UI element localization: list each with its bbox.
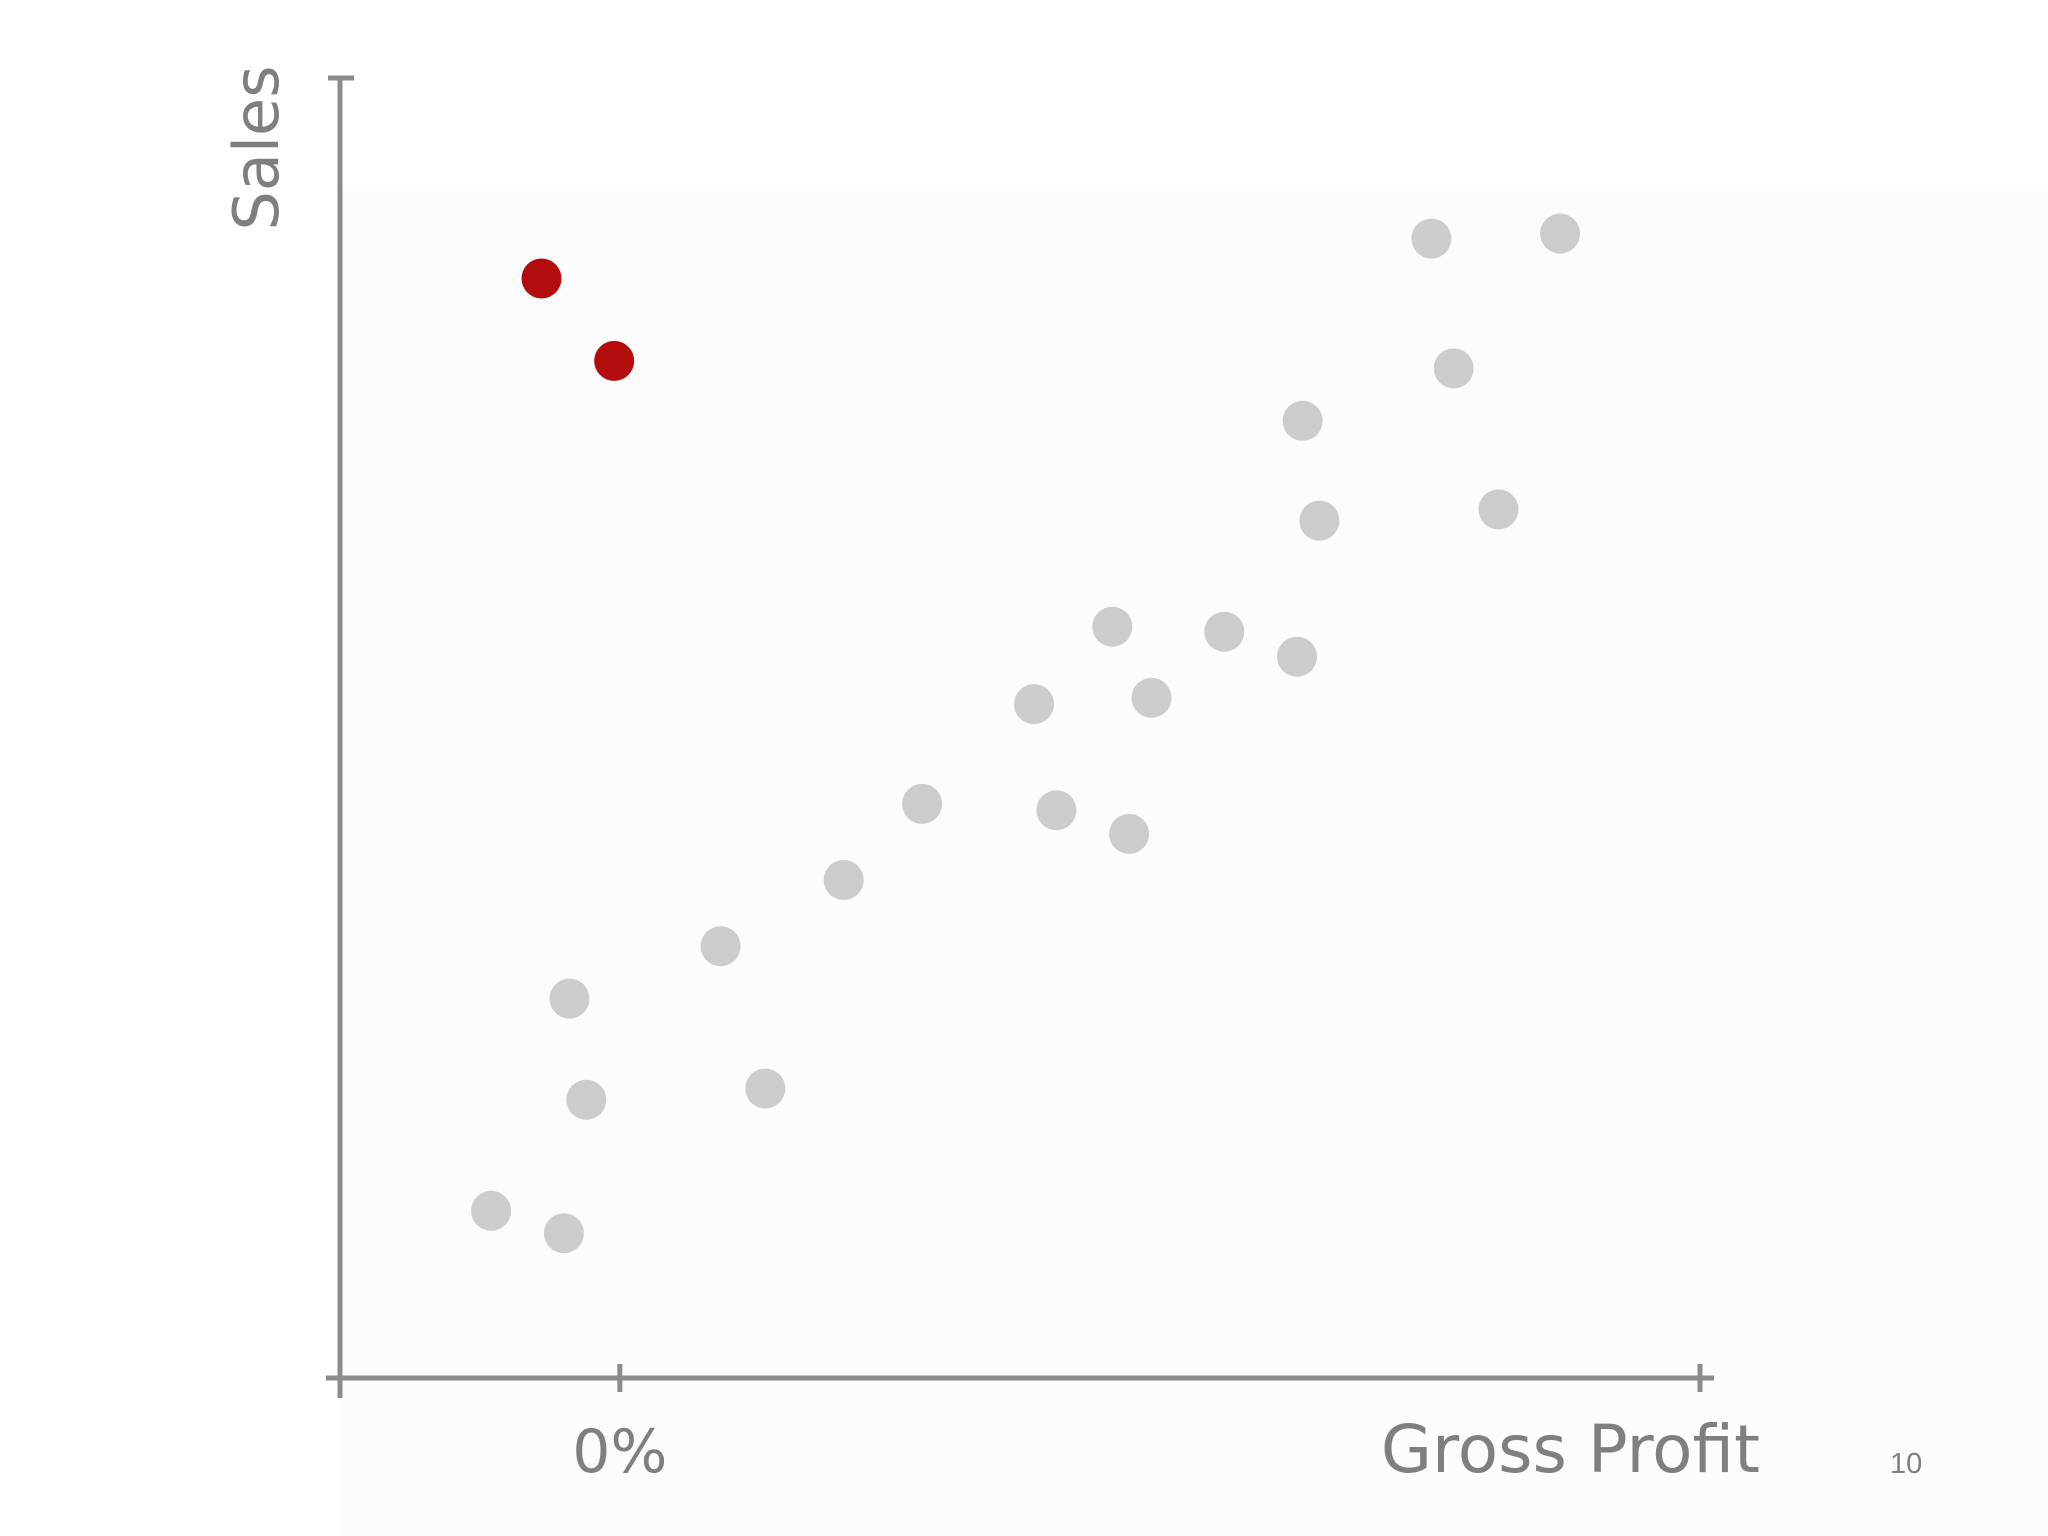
data-point [471, 1190, 512, 1231]
data-point [566, 1079, 607, 1120]
data-point [1277, 636, 1317, 677]
data-point [1092, 606, 1133, 647]
data-point [543, 1213, 584, 1254]
data-point [1131, 677, 1172, 718]
x-tick-label: 0% [572, 1417, 667, 1487]
data-point [1282, 400, 1323, 441]
data-point [1478, 489, 1519, 530]
data-point [1411, 218, 1452, 259]
highlighted-data-point [521, 258, 562, 299]
data-point [700, 926, 741, 967]
data-point [1204, 611, 1245, 652]
highlighted-data-point [594, 340, 635, 381]
data-point [902, 783, 943, 824]
data-point [549, 978, 590, 1019]
data-point [1036, 790, 1077, 831]
data-point [823, 860, 864, 900]
x-axis-label: Gross Profit [1381, 1411, 1760, 1488]
plot-background [340, 190, 2048, 1536]
data-point [1433, 348, 1474, 389]
x-ticks: 0% [572, 1364, 667, 1487]
axes [326, 75, 1714, 1398]
data-point [745, 1068, 786, 1109]
y-axis-label: Sales [220, 65, 293, 230]
data-point [1299, 500, 1340, 541]
page-number: 10 [1890, 1448, 1923, 1480]
data-point [1540, 213, 1581, 254]
data-point [1014, 684, 1054, 725]
data-points [471, 213, 1581, 1254]
data-point [1109, 813, 1150, 854]
